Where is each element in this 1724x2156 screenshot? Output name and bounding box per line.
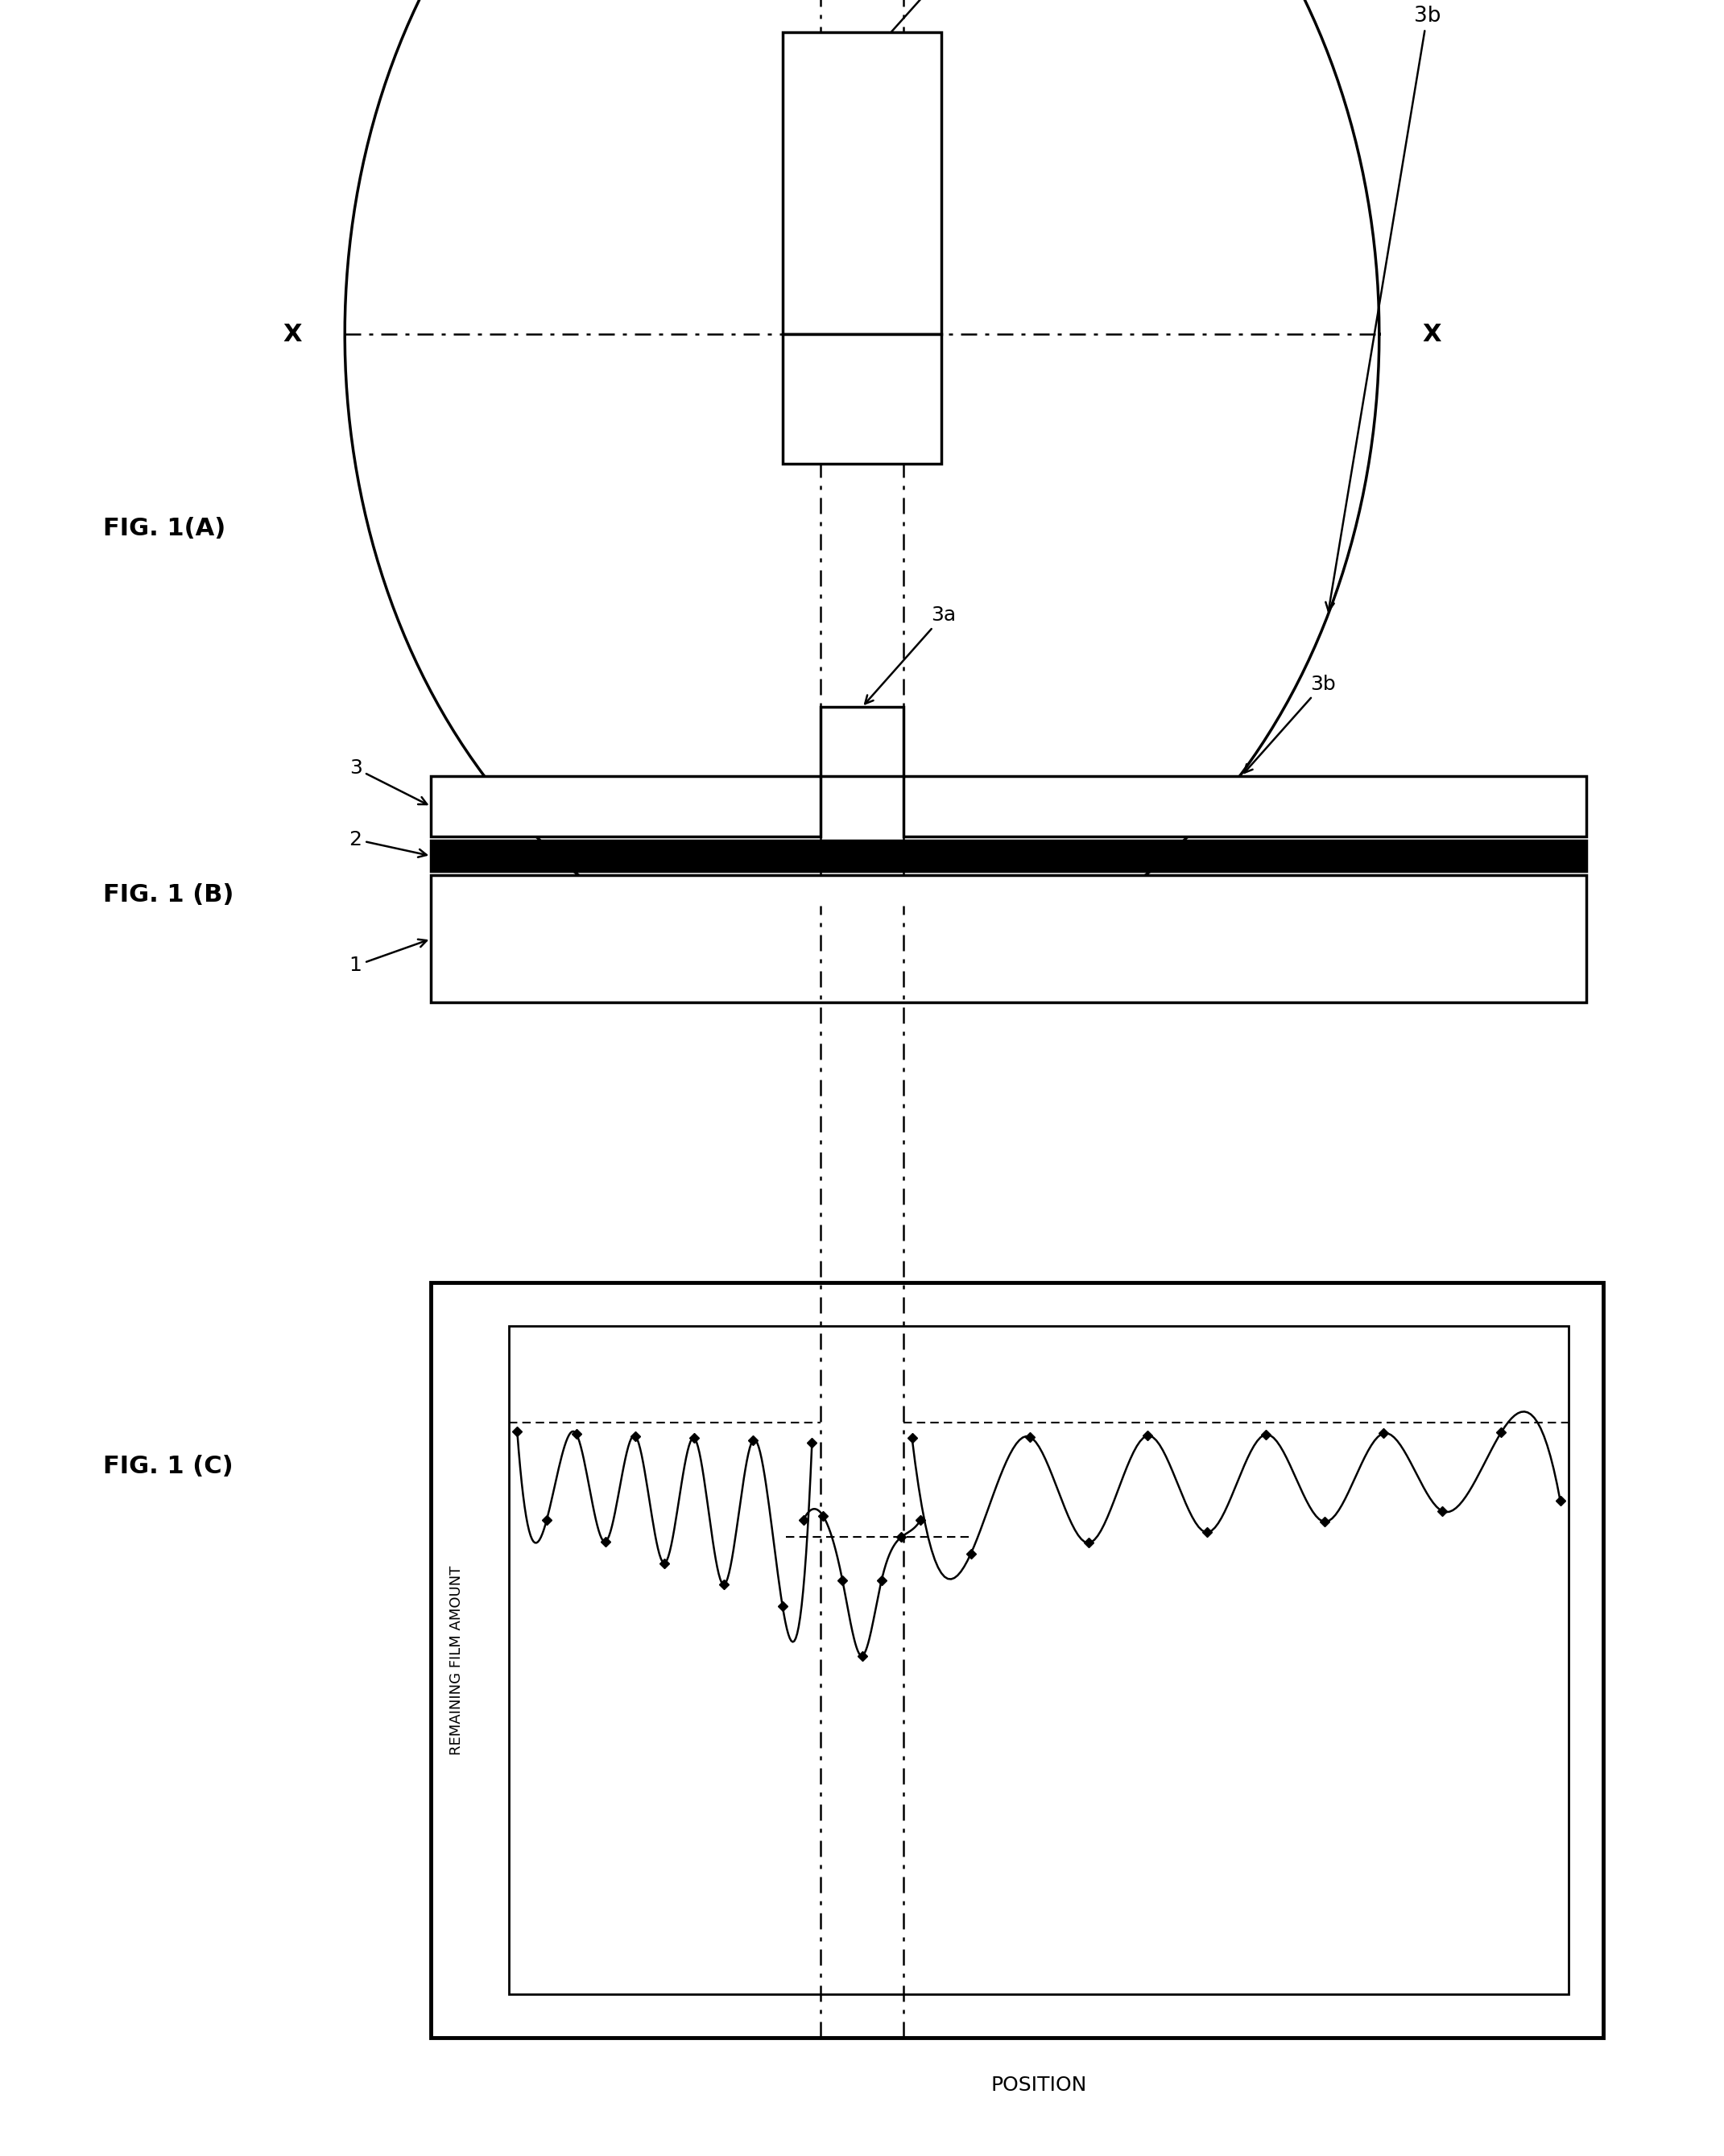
Text: X: X: [1422, 323, 1441, 345]
Bar: [431, 776, 821, 837]
Text: 3: 3: [350, 759, 428, 804]
Text: 3b: 3b: [1326, 6, 1441, 610]
Bar: [783, 334, 941, 464]
Bar: [783, 32, 941, 334]
Bar: [903, 776, 1586, 837]
Bar: [431, 1283, 1603, 2037]
Text: POSITION: POSITION: [991, 2076, 1086, 2093]
Text: 3a: 3a: [865, 606, 957, 703]
Text: 1: 1: [350, 940, 428, 975]
Text: 2: 2: [350, 830, 426, 858]
Text: FIG. 1 (B): FIG. 1 (B): [103, 884, 234, 906]
Text: REMAINING FILM AMOUNT: REMAINING FILM AMOUNT: [450, 1565, 464, 1755]
Text: FIG. 1 (C): FIG. 1 (C): [103, 1455, 233, 1477]
Bar: [431, 841, 1586, 871]
Bar: [509, 1326, 1569, 1994]
Text: FIG. 1(A): FIG. 1(A): [103, 517, 226, 539]
Text: 3b: 3b: [1245, 675, 1336, 772]
Text: 3a: 3a: [865, 0, 957, 60]
Bar: [431, 875, 1586, 1003]
Bar: [821, 707, 903, 776]
Text: X: X: [283, 323, 302, 345]
